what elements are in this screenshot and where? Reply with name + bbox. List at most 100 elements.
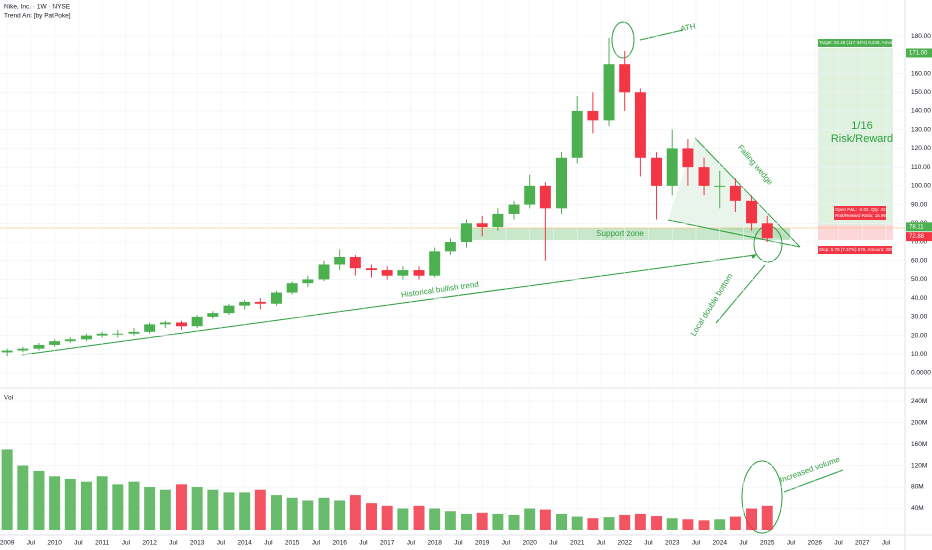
candle-body [381,270,393,276]
candle-body [508,204,520,214]
volume-bar [254,489,266,531]
candle-body [349,256,361,269]
y-tick-label: 50.00 [911,276,928,283]
volume-bar [746,508,758,531]
x-tick-label: Jul [597,540,606,547]
candle-body [682,148,694,168]
position-label: Risk/Reward Ratio: 15.96 [835,213,887,218]
candle-body [571,110,583,158]
candle-body [112,333,124,335]
x-tick-label: 2025 [760,540,775,547]
candle-body [239,301,251,306]
candle-body [286,283,298,293]
price-tag-bg [906,222,932,232]
vol-tick-label: 80M [911,484,924,491]
y-tick-label: 20.00 [911,332,928,339]
candle-body [476,223,488,228]
volume-bar [128,481,140,531]
volume-bar [603,517,615,531]
volume-bar [144,487,156,531]
x-tick-label: Jul [834,540,843,547]
volume-bar [476,512,488,531]
x-tick-label: 2024 [712,540,727,547]
y-tick-label: 150.00 [911,89,931,96]
volume-bar [207,489,219,531]
volume-label: Vol [4,395,14,402]
volume-bar [49,476,61,531]
candle-body [413,270,425,276]
y-tick-label: 140.00 [911,108,931,115]
volume-bar [761,505,773,531]
volume-bar [271,495,282,531]
x-tick-label: 2027 [855,540,870,547]
candle-body [271,292,282,304]
x-tick-label: 2019 [475,540,490,547]
position-label-bg [834,212,886,220]
x-tick-label: 2014 [237,540,252,547]
x-tick-label: 2013 [190,540,205,547]
x-tick-label: Jul [692,540,701,547]
volume-bar [223,492,235,531]
volume-bar [159,489,171,531]
candle-body [603,64,615,121]
volume-bar [191,487,203,531]
volume-bar [587,518,599,531]
candle-body [96,333,108,336]
x-tick-label: Jul [644,540,653,547]
volume-bar [729,516,741,531]
volume-bar [64,478,76,531]
ath-arrow [639,29,684,41]
position-label: Open P&L: -0.02, Qty: 43 [835,207,886,212]
candle-body [634,92,646,158]
candle-body [461,223,473,243]
volume-bar [80,481,92,531]
x-tick-label: 2011 [95,540,109,547]
title: Nike, Inc. · 1W · NYSE [4,4,71,11]
x-tick-label: Jul [27,540,36,547]
candle-body [207,313,219,317]
vol-tick-label: 240M [911,398,927,405]
annotation: 1/16 Risk/Reward [831,120,893,145]
candle-body [175,322,187,327]
candle-body [444,242,456,252]
volume-bar [381,505,393,531]
volume-arrow [783,469,844,493]
x-tick-label: 2009 [0,540,15,547]
volume-bar [634,513,646,531]
candle-body [587,110,599,121]
x-tick-label: Jul [359,540,368,547]
x-tick-label: 2023 [665,540,680,547]
price-tag: 78.11 [909,224,924,230]
candle-body [492,213,504,228]
candle-body [539,185,551,209]
position-label: Target: 92.48 (117.34%) 9,248, Amount: 4… [819,40,916,45]
volume-bar [1,449,13,531]
y-tick-label: 60.00 [911,257,928,264]
candle-body [666,148,678,186]
volume-bar [318,497,330,531]
volume-bar [556,513,568,531]
y-tick-label: 180.00 [911,33,931,40]
position-label-bg [818,246,892,254]
candle-body [334,256,346,265]
indicator: Trend Arc [by PatPoke] [4,13,71,20]
volume-bar [714,519,726,531]
volume-bar [96,476,108,531]
volume-bar [413,505,425,531]
candle-body [128,331,140,334]
x-tick-label: 2020 [522,540,537,547]
x-tick-label: Jul [407,540,416,547]
candle-body [429,251,441,276]
volume-bar [508,514,520,531]
candle-body [761,223,773,239]
y-tick-label: 0.0000 [911,370,931,377]
candle-body [254,301,266,304]
x-tick-label: Jul [454,540,463,547]
y-tick-label: 40.00 [911,295,928,302]
volume-bar [571,516,583,531]
volume-bar [334,500,346,531]
candle-body [159,322,171,325]
